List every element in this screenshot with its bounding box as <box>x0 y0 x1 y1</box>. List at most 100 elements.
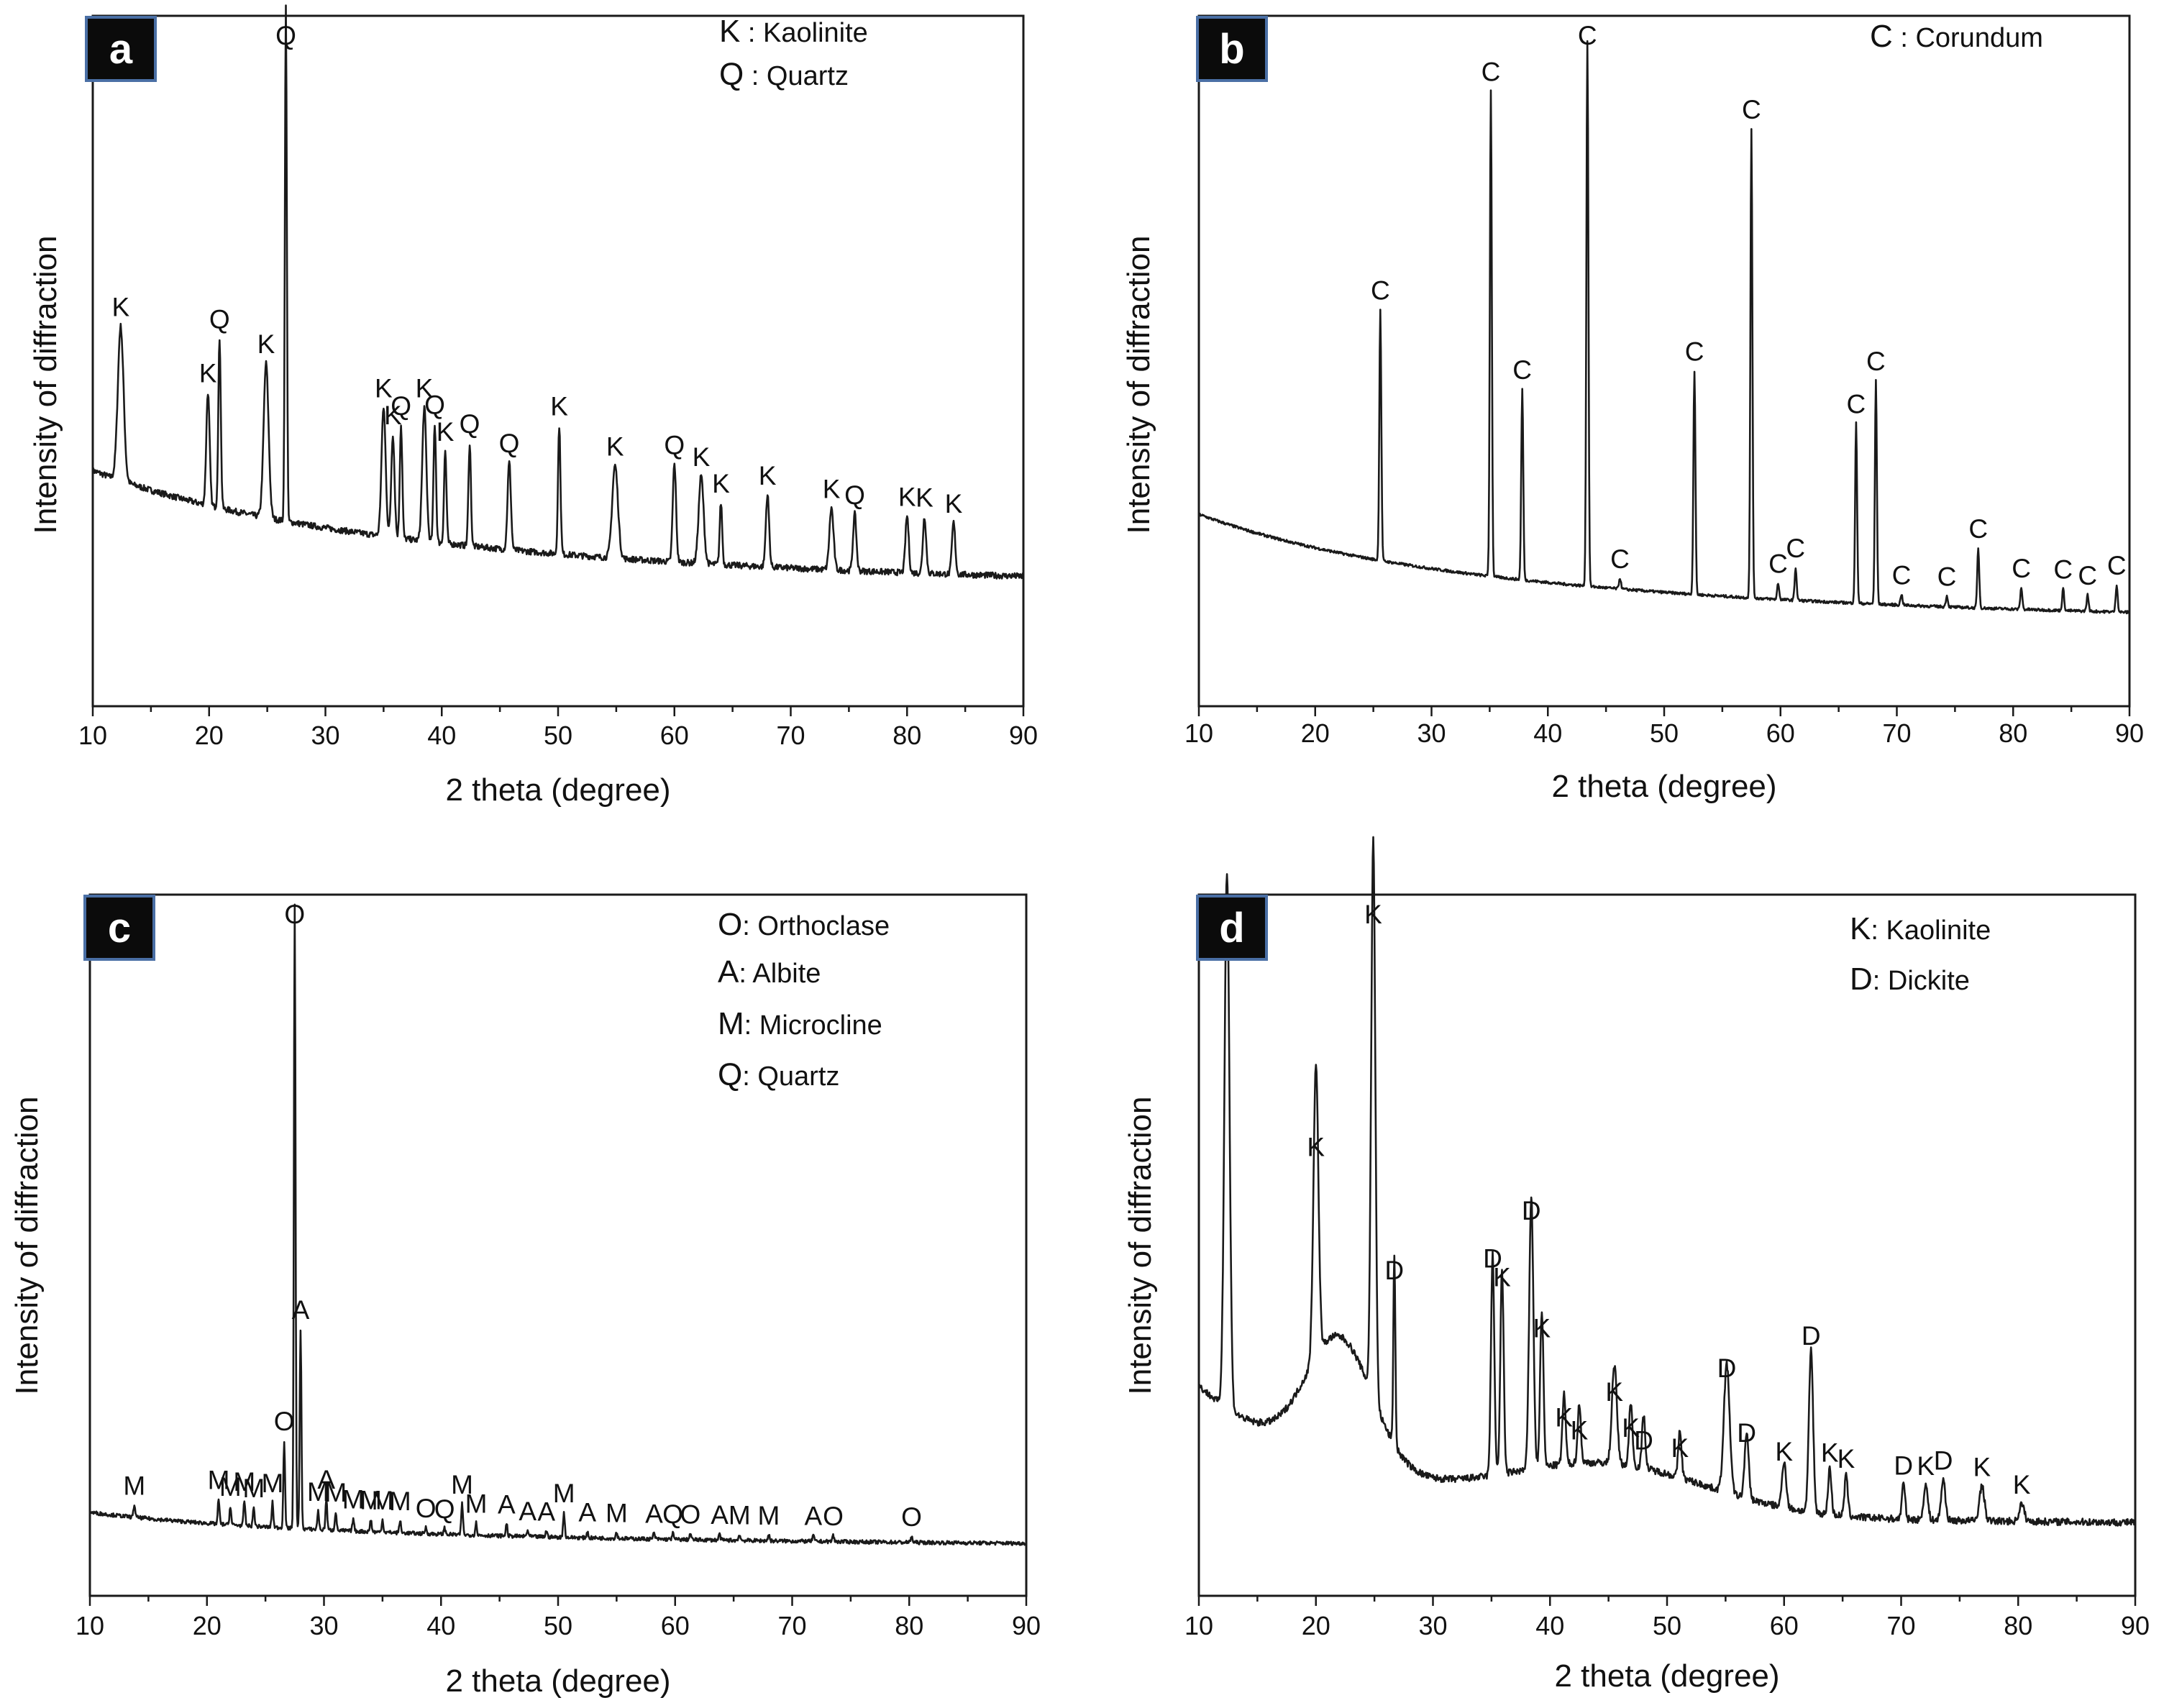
x-tick-label: 50 <box>544 1611 572 1640</box>
peak-label: Q <box>391 391 411 421</box>
peak-label: M <box>389 1486 411 1516</box>
x-tick-label: 60 <box>1766 718 1795 748</box>
legend-label: : Albite <box>739 959 821 989</box>
peak-label: K <box>1307 1132 1325 1161</box>
peak-label: K <box>759 461 777 490</box>
peak-label: K <box>945 489 963 519</box>
panel-badge-letter: d <box>1219 905 1244 951</box>
peak-label: K <box>693 442 711 472</box>
legend-key: C <box>1870 19 1893 54</box>
peak-label: M <box>307 1477 329 1507</box>
peak-label: C <box>1968 514 1988 544</box>
x-tick-label: 60 <box>660 721 689 750</box>
peak-label: C <box>1786 534 1805 563</box>
x-axis-title: 2 theta (degree) <box>445 772 670 808</box>
legend-label: : Quartz <box>742 1061 839 1092</box>
panel-badge-bg <box>1196 895 1268 961</box>
legend-entry: O: Orthoclase <box>718 907 890 942</box>
peak-label: M <box>758 1501 780 1530</box>
legend-label: : Kaolinite <box>1871 915 1991 946</box>
xrd-panel-d: 10 20 30 40 50 60 70 80 90 2 theta (degree) Intens… <box>1123 836 2150 1694</box>
legend-entry: Q : Quartz <box>719 57 849 92</box>
y-axis-title: Intensity of diffraction <box>28 236 63 534</box>
peak-label: K <box>437 417 455 447</box>
peak-label: K <box>823 474 841 503</box>
x-tick-label: 90 <box>1009 721 1038 750</box>
x-axis-title: 2 theta (degree) <box>1554 1658 1779 1694</box>
plot-frame <box>1197 14 2131 708</box>
peak-label: C <box>1892 560 1912 590</box>
x-tick-label: 10 <box>1184 718 1213 748</box>
peak-label: C <box>2012 554 2031 583</box>
peak-label: C <box>1768 549 1788 579</box>
panel-badge: b <box>1196 16 1268 82</box>
legend-key: K <box>1850 911 1871 946</box>
peak-label: D <box>1934 1446 1953 1475</box>
x-tick-label: 40 <box>426 1611 455 1640</box>
y-axis-title: Intensity of diffraction <box>9 1097 45 1395</box>
peak-label: D <box>1384 1256 1404 1285</box>
peak-label: D <box>1894 1451 1913 1481</box>
legend-key: K <box>719 14 740 49</box>
peak-label: Q <box>499 429 520 458</box>
peak-label: K <box>111 293 129 322</box>
peak-label: Q <box>434 1494 455 1524</box>
y-axis-title: Intensity of diffraction <box>1123 1097 1158 1395</box>
x-tick-label: 20 <box>1301 718 1330 748</box>
x-tick-label: 70 <box>776 721 805 750</box>
x-tick-label: 70 <box>1882 718 1911 748</box>
peak-label: K <box>1493 1263 1511 1292</box>
legend-label: : Dickite <box>1873 966 1970 996</box>
peak-label: K <box>384 401 402 430</box>
peak-label: A <box>711 1500 729 1530</box>
peak-label: O <box>680 1499 701 1529</box>
peak-label: C <box>1610 544 1630 574</box>
peak-label: A <box>519 1497 537 1526</box>
peak-label: K <box>2013 1470 2031 1499</box>
legend-key: Q <box>718 1057 742 1092</box>
peak-label: A <box>578 1498 596 1527</box>
peak-label: K <box>1555 1403 1573 1433</box>
peak-label: K <box>606 431 624 461</box>
peak-label: O <box>416 1494 437 1523</box>
panel-badge-letter: c <box>108 905 131 951</box>
peak-label: K <box>916 483 933 512</box>
xrd-panel-b: 10 20 30 40 50 60 70 80 90 2 theta (degree) Intens… <box>1121 14 2144 804</box>
legend-key: O <box>718 907 742 942</box>
peak-label: K <box>375 374 393 403</box>
peak-label: K <box>1837 1444 1855 1474</box>
x-tick-label: 50 <box>1650 718 1679 748</box>
x-tick-label: 40 <box>427 721 456 750</box>
peak-label: K <box>1571 1415 1589 1445</box>
peak-label: K <box>416 373 434 403</box>
peak-label: Q <box>424 390 445 419</box>
peak-label: A <box>498 1489 516 1519</box>
legend-entry: D: Dickite <box>1850 962 1970 997</box>
peak-label: K <box>1821 1438 1839 1468</box>
panel-badge-letter: b <box>1219 26 1244 73</box>
legend-label: : Microcline <box>744 1010 882 1041</box>
x-tick-label: 20 <box>193 1611 222 1640</box>
x-tick-label: 10 <box>78 721 107 750</box>
xrd-panel-c: 10 20 30 40 50 60 70 80 90 2 theta (degree) Intens… <box>9 893 1041 1699</box>
peak-label: C <box>1578 21 1597 50</box>
peak-label: C <box>1937 562 1957 592</box>
peak-label: K <box>1364 900 1382 929</box>
peak-label: M <box>360 1486 382 1515</box>
legend-label: : Kaolinite <box>740 18 867 48</box>
peak-label: K <box>1973 1452 1991 1481</box>
peak-label: A <box>292 1295 310 1325</box>
x-tick-label: 50 <box>1653 1611 1681 1640</box>
diffraction-trace <box>91 4 1025 580</box>
x-tick-label: 20 <box>1302 1611 1330 1640</box>
peak-label: Q <box>662 1499 683 1529</box>
peak-label: M <box>606 1498 628 1527</box>
peak-label: C <box>1685 337 1704 367</box>
peak-label: C <box>1512 355 1532 385</box>
x-tick-label: 80 <box>2004 1611 2032 1640</box>
peak-label: M <box>324 1478 347 1507</box>
x-tick-label: 40 <box>1535 1611 1564 1640</box>
peak-label: D <box>1522 1196 1541 1225</box>
peak-label: D <box>1802 1321 1821 1351</box>
legend-entry: M: Microcline <box>718 1006 882 1041</box>
